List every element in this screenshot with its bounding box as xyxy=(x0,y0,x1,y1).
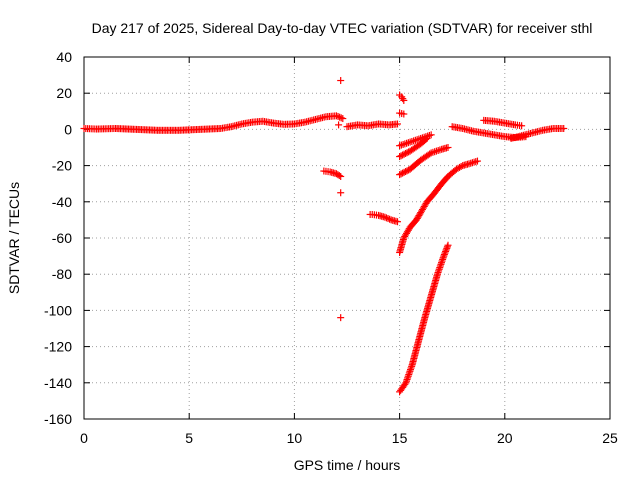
data-point xyxy=(400,150,408,158)
data-point xyxy=(397,170,405,178)
data-point xyxy=(442,246,450,254)
data-point xyxy=(427,131,435,139)
data-point xyxy=(396,142,404,150)
data-point xyxy=(444,144,452,151)
x-axis-label: GPS time / hours xyxy=(294,457,401,473)
data-point xyxy=(397,141,405,149)
y-tick-label: -140 xyxy=(44,375,72,391)
data-point xyxy=(443,243,451,251)
data-point xyxy=(402,149,410,157)
data-point xyxy=(403,139,411,147)
data-point xyxy=(396,171,404,179)
data-point xyxy=(399,95,407,103)
data-point xyxy=(560,124,568,132)
y-tick-label: -100 xyxy=(44,302,72,318)
x-tick-labels: 0 5 10 15 20 25 xyxy=(80,430,618,446)
y-tick-label: 20 xyxy=(56,85,72,101)
data-point xyxy=(410,137,418,145)
data-point xyxy=(403,167,411,175)
data-point xyxy=(396,153,404,161)
data-point xyxy=(518,122,526,130)
x-tick-label: 20 xyxy=(497,430,513,446)
y-axis-label: SDTVAR / TECUs xyxy=(6,182,22,294)
data-point xyxy=(443,244,451,252)
data-point xyxy=(337,172,345,180)
x-tick-label: 15 xyxy=(392,430,408,446)
data-point xyxy=(334,113,342,121)
data-point xyxy=(441,249,449,257)
data-point xyxy=(397,152,405,160)
data-point xyxy=(408,137,416,145)
data-point xyxy=(400,96,408,104)
data-point xyxy=(339,115,347,123)
chart-title: Day 217 of 2025, Sidereal Day-to-day VTE… xyxy=(92,20,593,36)
data-point xyxy=(402,168,410,176)
data-point xyxy=(384,215,392,223)
plot-frame xyxy=(83,56,611,420)
data-point xyxy=(386,215,394,223)
data-point xyxy=(434,147,442,155)
data-point xyxy=(399,169,407,177)
y-tick-label: 0 xyxy=(64,121,72,137)
x-tick-label: 10 xyxy=(287,430,303,446)
data-point xyxy=(381,213,389,221)
data-point xyxy=(366,210,374,218)
data-point xyxy=(473,157,481,165)
data-point xyxy=(335,172,343,180)
data-point xyxy=(337,314,345,322)
data-points xyxy=(80,77,568,396)
data-point xyxy=(393,218,401,226)
x-tick-label: 5 xyxy=(185,430,193,446)
data-point xyxy=(332,112,340,120)
data-point xyxy=(393,120,401,128)
data-point xyxy=(335,121,343,129)
y-tick-label: -80 xyxy=(52,266,72,282)
data-point xyxy=(337,189,345,197)
data-point xyxy=(382,214,390,222)
x-tick-label: 0 xyxy=(80,430,88,446)
data-point xyxy=(401,140,409,148)
data-point xyxy=(442,247,450,255)
data-point xyxy=(444,241,452,249)
data-point xyxy=(400,110,408,118)
y-tick-label: -160 xyxy=(44,411,72,427)
grid xyxy=(84,57,610,419)
data-point xyxy=(399,151,407,159)
data-point xyxy=(457,163,465,171)
y-tick-label: -20 xyxy=(52,158,72,174)
data-point xyxy=(400,168,408,176)
data-point xyxy=(440,252,448,260)
data-point xyxy=(432,147,440,155)
data-point xyxy=(336,113,344,121)
y-tick-label: -40 xyxy=(52,194,72,210)
data-point xyxy=(436,146,444,154)
data-point xyxy=(406,138,414,146)
data-point xyxy=(401,380,409,388)
y-tick-label: -60 xyxy=(52,230,72,246)
y-tick-label: -120 xyxy=(44,339,72,355)
y-tick-label: 40 xyxy=(56,49,72,65)
axis-ticks xyxy=(83,56,611,420)
data-point xyxy=(403,149,411,157)
data-point xyxy=(337,114,345,122)
data-point xyxy=(399,140,407,148)
y-tick-labels: -160 -140 -120 -100 -80 -60 -40 -20 0 20 40 xyxy=(44,49,72,427)
data-point xyxy=(337,77,345,85)
data-point xyxy=(404,139,412,147)
x-tick-label: 25 xyxy=(602,430,618,446)
data-point xyxy=(440,251,448,259)
data-point xyxy=(426,150,434,158)
